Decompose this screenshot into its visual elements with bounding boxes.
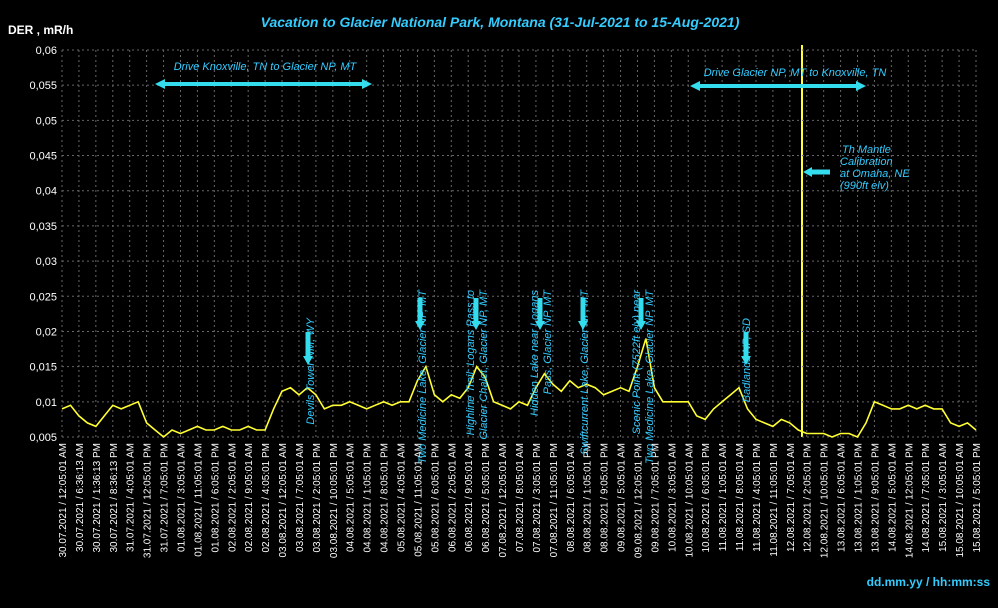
x-tick-label: 31.07.2021 / 12:05:01 PM	[143, 443, 154, 558]
x-tick-label: 12.08.2021 / 7:05:01 AM	[786, 443, 797, 552]
x-tick-label: 04.08.2021 / 1:05:01 PM	[363, 443, 374, 553]
arrow-head	[636, 321, 646, 330]
x-tick-label: 30.07.2021 / 1:36:13 PM	[92, 443, 103, 553]
x-tick-label: 01.08.2021 / 3:05:01 AM	[176, 443, 187, 552]
x-tick-label: 10.08.2021 / 3:05:01 AM	[667, 443, 678, 552]
x-tick-label: 06.08.2021 / 2:05:01 AM	[447, 443, 458, 552]
arrow-head	[856, 81, 866, 91]
x-tick-label: 02.08.2021 / 4:05:01 PM	[261, 443, 272, 553]
x-tick-label: 07.08.2021 / 3:05:01 PM	[532, 443, 543, 553]
arrow-head	[155, 79, 165, 89]
annotation: Pass, Glacier NP, MT	[542, 289, 554, 395]
x-tick-label: 09.08.2021 / 5:05:01 AM	[617, 443, 628, 552]
x-tick-label: 08.08.2021 / 6:05:01 AM	[566, 443, 577, 552]
x-tick-label: 15.08.2021 / 3:05:01 AM	[938, 443, 949, 552]
data-line	[61, 338, 977, 439]
arrow-head	[690, 81, 700, 91]
x-tick-label: 30.07.2021 / 6:36:13 AM	[75, 443, 86, 552]
x-tick-label: 13.08.2021 / 6:05:01 AM	[837, 443, 848, 552]
x-tick-label: 05.08.2021 / 4:05:01 AM	[397, 443, 408, 552]
x-tick-label: 03.08.2021 / 2:05:01 PM	[312, 443, 323, 553]
annotation: Drive Knoxville, TN to Glacier NP, MT	[174, 61, 358, 73]
x-tick-label: 09.08.2021 / 7:05:01 PM	[650, 443, 661, 553]
x-tick-label: 13.08.2021 / 9:05:01 PM	[870, 443, 881, 553]
x-tick-label: 03.08.2021 / 12:05:01 AM	[278, 443, 289, 558]
y-tick-label: 0,035	[29, 221, 57, 233]
arrow-head	[415, 321, 425, 330]
x-tick-label: 02.08.2021 / 2:05:01 AM	[227, 443, 238, 552]
x-tick-label: 02.08.2021 / 9:05:01 AM	[244, 443, 255, 552]
annotation: Glacier Chalet, Glacier NP, MT	[478, 289, 490, 440]
x-tick-label: 11.08.2021 / 11:05:01 PM	[769, 443, 780, 557]
x-tick-label: 01.08.2021 / 6:05:01 PM	[210, 443, 221, 553]
y-tick-label: 0,045	[29, 151, 57, 163]
annotation: at Omaha, NE	[840, 168, 910, 180]
arrow-head	[578, 321, 588, 330]
x-tick-label: 15.08.2021 / 5:05:01 PM	[972, 443, 983, 553]
x-tick-label: 05.08.2021 / 11:05:01 AM	[413, 443, 424, 557]
x-tick-label: 07.08.2021 / 8:05:01 AM	[515, 443, 526, 552]
y-tick-label: 0,005	[29, 432, 57, 444]
x-tick-label: 15.08.2021 / 10:05:01 AM	[955, 443, 966, 558]
x-tick-label: 09.08.2021 / 12:05:01 PM	[633, 443, 644, 558]
arrow-head	[741, 356, 751, 365]
x-tick-label: 11.08.2021 / 1:05:01 AM	[718, 443, 729, 551]
x-tick-label: 06.08.2021 / 5:05:01 PM	[481, 443, 492, 553]
y-tick-label: 0,04	[36, 186, 57, 198]
x-tick-label: 31.07.2021 / 4:05:01 AM	[126, 443, 137, 552]
y-tick-label: 0,015	[29, 362, 57, 374]
x-tick-label: 07.08.2021 / 12:05:01 AM	[498, 443, 509, 558]
annotation: (990ft elv)	[840, 180, 889, 192]
x-tick-label: 11.08.2021 / 8:05:01 AM	[735, 443, 746, 551]
x-tick-label: 31.07.2021 / 7:05:01 PM	[160, 443, 171, 553]
arrow-head	[803, 167, 812, 177]
y-tick-label: 0,05	[36, 115, 57, 127]
x-tick-label: 12.08.2021 / 10:05:01 PM	[820, 443, 831, 558]
annotation: Th Mantle	[842, 144, 891, 156]
x-tick-label: 30.07.2021 / 12:05:01 AM	[58, 443, 69, 558]
x-tick-label: 06.08.2021 / 9:05:01 AM	[464, 443, 475, 552]
x-tick-label: 07.08.2021 / 11:05:01 PM	[549, 443, 560, 557]
y-axis-label: DER , mR/h	[8, 23, 73, 37]
x-tick-label: 13.08.2021 / 1:05:01 PM	[854, 443, 865, 553]
y-tick-label: 0,01	[36, 397, 57, 409]
arrow-head	[535, 321, 545, 330]
y-tick-label: 0,02	[36, 326, 57, 338]
x-tick-label: 01.08.2021 / 11:05:01 AM	[193, 443, 204, 557]
annotation: Swiftcurrent Lake, Glacier NP, MT	[579, 289, 591, 455]
x-tick-label: 10.08.2021 / 6:05:01 PM	[701, 443, 712, 553]
arrow-head	[362, 79, 372, 89]
y-tick-label: 0,025	[29, 291, 57, 303]
annotation: Two Medicine Lake, Glacier NP, MT	[417, 289, 429, 464]
x-tick-label: 30.07.2021 / 8:36:13 PM	[109, 443, 120, 553]
chart-title: Vacation to Glacier National Park, Monta…	[261, 14, 740, 30]
x-tick-label: 08.08.2021 / 9:05:01 PM	[600, 443, 611, 553]
annotation: Two Medicine Lake, Glacier NP, MT	[644, 289, 656, 464]
x-tick-label: 04.08.2021 / 8:05:01 PM	[380, 443, 391, 553]
x-tick-label: 11.08.2021 / 4:05:01 PM	[752, 443, 763, 552]
x-tick-label: 14.08.2021 / 12:05:01 PM	[904, 443, 915, 558]
arrow-head	[303, 356, 313, 365]
x-tick-label: 03.08.2021 / 7:05:01 AM	[295, 443, 306, 552]
x-tick-label: 05.08.2021 / 6:05:01 PM	[430, 443, 441, 553]
x-axis-label: dd.mm.yy / hh:mm:ss	[867, 575, 991, 589]
y-tick-label: 0,06	[36, 45, 57, 57]
y-tick-label: 0,03	[36, 256, 57, 268]
x-tick-label: 12.08.2021 / 2:05:01 PM	[803, 443, 814, 553]
x-tick-label: 14.08.2021 / 7:05:01 PM	[921, 443, 932, 553]
x-tick-label: 10.08.2021 / 10:05:01 AM	[684, 443, 695, 558]
annotation: Calibration	[840, 156, 893, 168]
y-tick-label: 0,055	[29, 80, 57, 92]
arrow-head	[471, 321, 481, 330]
x-tick-label: 08.08.2021 / 1:05:01 PM	[583, 443, 594, 553]
x-tick-label: 14.08.2021 / 5:05:01 AM	[887, 443, 898, 552]
x-tick-label: 03.08.2021 / 10:05:01 PM	[329, 443, 340, 558]
annotation: Drive Glacier NP, MT to Knoxville, TN	[704, 67, 887, 79]
x-tick-label: 04.08.2021 / 5:05:01 AM	[346, 443, 357, 552]
